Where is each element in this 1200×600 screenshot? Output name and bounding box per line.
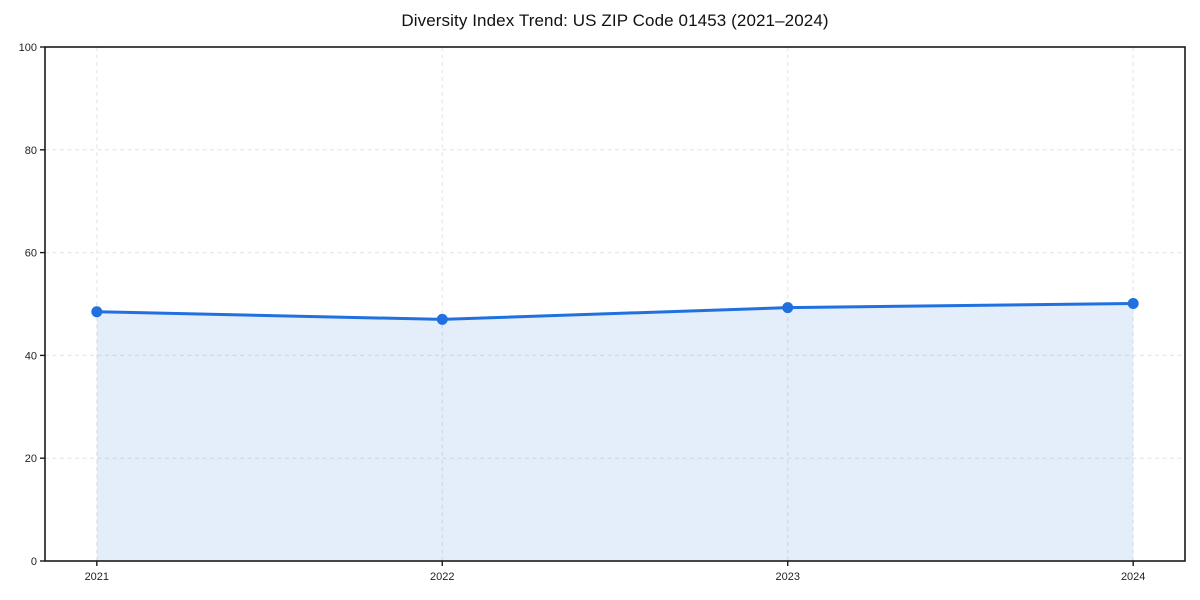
y-tick-label: 20 (25, 453, 37, 465)
y-tick-label: 80 (25, 145, 37, 157)
y-tick-label: 60 (25, 248, 37, 260)
x-tick-label: 2024 (1121, 571, 1145, 583)
x-tick-label: 2023 (775, 571, 799, 583)
x-tick-label: 2021 (85, 571, 109, 583)
area-fill (96, 303, 1134, 561)
x-tick-label: 2022 (430, 571, 454, 583)
trend-line (95, 301, 1135, 321)
y-tick-label: 40 (25, 350, 37, 362)
data-point-marker (91, 306, 103, 318)
y-tick-label: 0 (31, 556, 37, 568)
plot-border (44, 46, 1186, 562)
chart-title: Diversity Index Trend: US ZIP Code 01453… (401, 11, 829, 30)
data-point-marker (436, 313, 448, 325)
data-point-marker (1127, 297, 1139, 309)
data-point-marker (782, 302, 794, 314)
y-tick-label: 100 (19, 42, 37, 54)
